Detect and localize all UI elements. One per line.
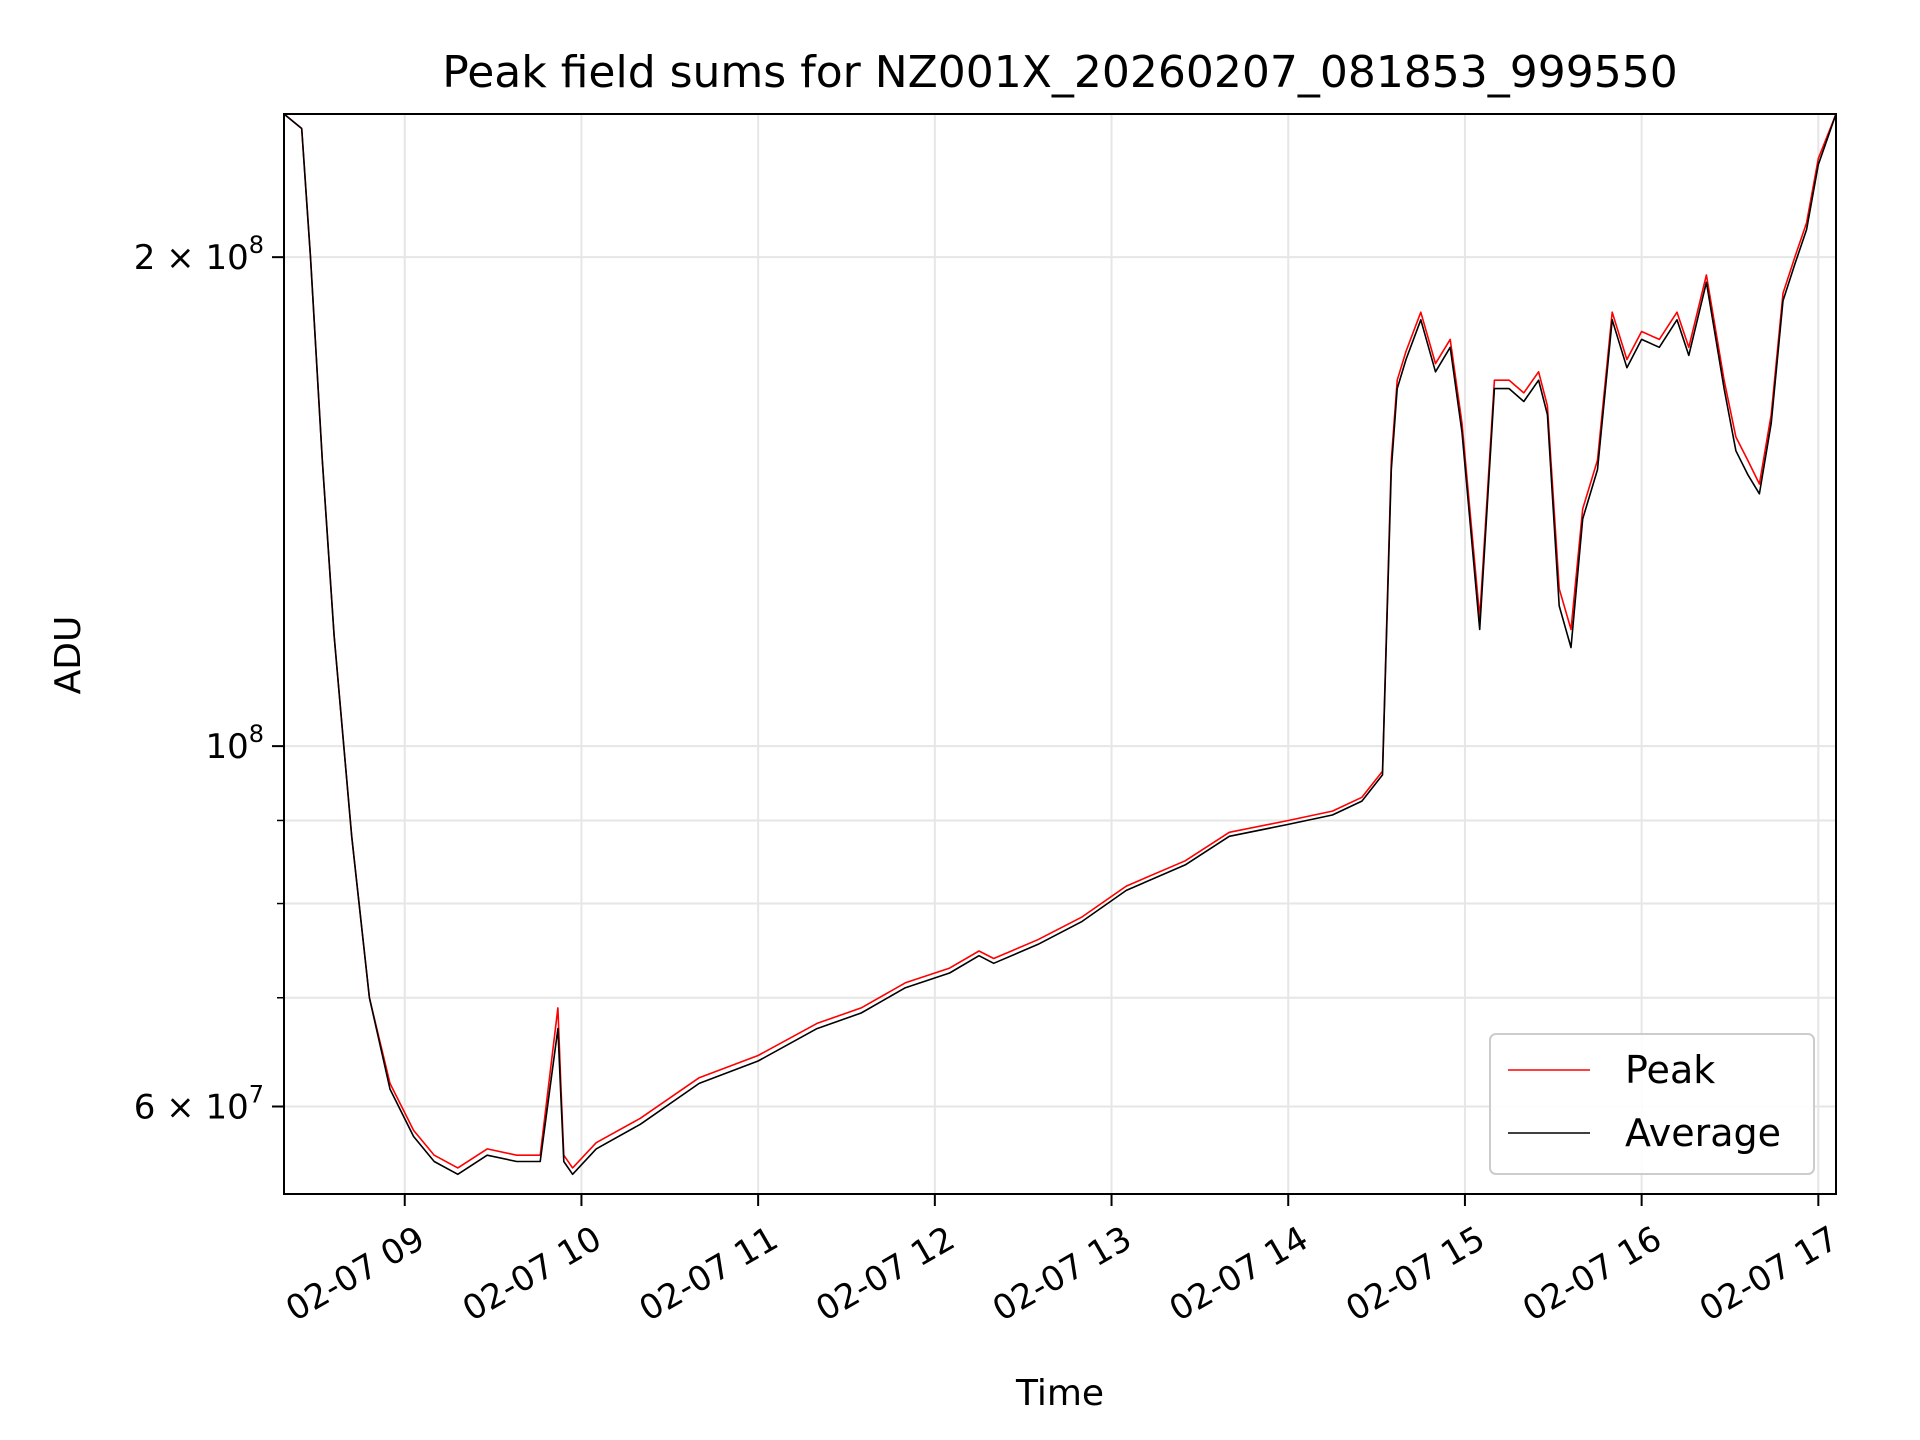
plot-area-frame xyxy=(283,113,1837,1195)
series-line-peak xyxy=(283,113,1837,1169)
y-tick-label: 6 × 107 xyxy=(134,1080,264,1127)
legend-label-average: Average xyxy=(1625,1111,1781,1155)
y-axis-label: ADU xyxy=(48,616,89,695)
legend-box xyxy=(1489,1033,1815,1175)
legend: Peak Average xyxy=(1489,1033,1815,1175)
series-line-average xyxy=(283,113,1837,1176)
series-lines xyxy=(283,113,1837,1176)
y-tick-label: 108 xyxy=(205,720,264,767)
y-tick-label: 2 × 108 xyxy=(134,231,264,278)
x-axis-label: Time xyxy=(1015,1373,1104,1414)
chart-title: Peak field sums for NZ001X_20260207_0818… xyxy=(442,47,1678,98)
legend-label-peak: Peak xyxy=(1625,1048,1715,1092)
